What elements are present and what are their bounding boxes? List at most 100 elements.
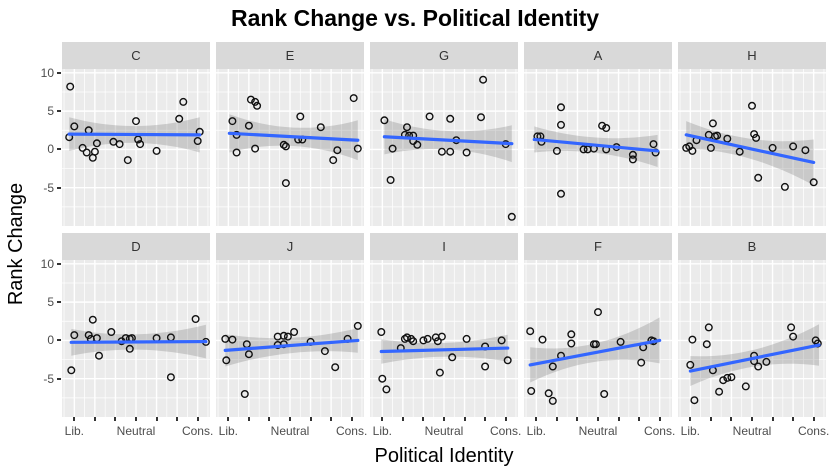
data-point: [579, 145, 588, 154]
x-tick-mark: [114, 417, 117, 421]
trend-line: [67, 132, 202, 137]
data-point: [557, 189, 566, 198]
trend-line: [379, 346, 510, 354]
x-tick-mark: [268, 417, 271, 421]
data-point: [727, 373, 736, 382]
data-point: [193, 136, 202, 145]
facet-strip-J: J: [216, 233, 364, 260]
x-tick-mark: [751, 417, 753, 421]
x-tick-mark: [812, 417, 815, 421]
x-tick-mark: [792, 417, 795, 421]
facet-strip-B: B: [678, 233, 826, 260]
data-point: [166, 373, 175, 382]
data-point: [719, 376, 728, 385]
data-point: [403, 333, 412, 342]
x-tick-label: Neutral: [732, 424, 772, 438]
y-tick-label: 0: [47, 333, 54, 348]
data-point: [409, 337, 418, 346]
confidence-band: [690, 324, 819, 386]
facet-strip-H: H: [678, 42, 826, 69]
data-point: [437, 147, 446, 156]
y-tick-label: 5: [47, 295, 54, 310]
y-tick-label: 0: [47, 142, 54, 157]
data-point: [600, 389, 609, 398]
data-point: [602, 124, 611, 133]
gridlines: [524, 260, 672, 417]
data-point: [780, 182, 789, 191]
data-point: [507, 212, 516, 221]
plot-title: Rank Change vs. Political Identity: [230, 5, 600, 31]
data-point: [251, 144, 260, 153]
data-point: [123, 156, 132, 165]
confidence-band: [530, 317, 660, 383]
facet-panel-D: [62, 260, 210, 417]
y-tick-mark: [57, 71, 61, 74]
data-point: [688, 335, 697, 344]
data-point: [377, 327, 386, 336]
data-point: [752, 133, 761, 142]
data-point: [526, 327, 535, 336]
data-point: [557, 103, 566, 112]
data-point: [386, 175, 395, 184]
data-point: [789, 332, 798, 341]
data-point: [66, 82, 75, 91]
data-point: [754, 362, 763, 371]
facet-strip-A: A: [524, 42, 672, 69]
x-tick-label: Neutral: [424, 424, 464, 438]
x-tick-mark: [93, 417, 96, 421]
y-tick-mark: [57, 110, 61, 113]
x-tick-mark: [555, 417, 558, 421]
y-tick-mark: [57, 301, 61, 304]
x-tick-mark: [309, 417, 312, 421]
x-tick-mark: [617, 417, 620, 421]
data-point: [446, 147, 455, 156]
data-point: [497, 336, 506, 345]
data-point: [591, 340, 600, 349]
gridlines: [370, 69, 518, 226]
data-point: [735, 147, 744, 156]
facet-strip-D: D: [62, 233, 210, 260]
data-point: [686, 360, 695, 369]
x-tick-mark: [227, 417, 230, 421]
data-point: [437, 332, 446, 341]
x-tick-mark: [73, 417, 76, 421]
y-tick-label: -5: [43, 180, 54, 195]
data-point: [723, 134, 732, 143]
data-point: [283, 332, 292, 341]
data-point: [476, 113, 485, 122]
data-point: [232, 148, 241, 157]
y-tick-label: 10: [40, 256, 54, 271]
data-point: [246, 95, 255, 104]
data-point: [425, 112, 434, 121]
data-point: [382, 385, 391, 394]
data-point: [548, 396, 557, 405]
x-tick-mark: [247, 417, 250, 421]
data-points: [221, 321, 362, 398]
data-point: [95, 351, 104, 360]
data-point: [320, 347, 329, 356]
data-point: [809, 178, 818, 187]
y-tick-mark: [57, 339, 61, 342]
data-point: [649, 140, 658, 149]
trend-line: [227, 131, 360, 142]
facet-panel-C: [62, 69, 210, 226]
data-point: [628, 155, 637, 164]
facet-strip-I: I: [370, 233, 518, 260]
x-tick-label: Cons.: [797, 424, 830, 438]
facet-panel-B: [678, 260, 826, 417]
data-point: [88, 153, 97, 162]
data-point: [593, 308, 602, 317]
facet-strip-G: G: [370, 42, 518, 69]
data-point: [136, 140, 145, 149]
data-point: [762, 357, 771, 366]
data-point: [88, 315, 97, 324]
x-tick-mark: [576, 417, 579, 421]
y-tick-label: -5: [43, 371, 54, 386]
data-point: [191, 315, 200, 324]
data-point: [598, 121, 607, 130]
data-point: [253, 101, 262, 110]
data-point: [462, 334, 471, 343]
data-point: [789, 142, 798, 151]
data-point: [228, 117, 237, 126]
